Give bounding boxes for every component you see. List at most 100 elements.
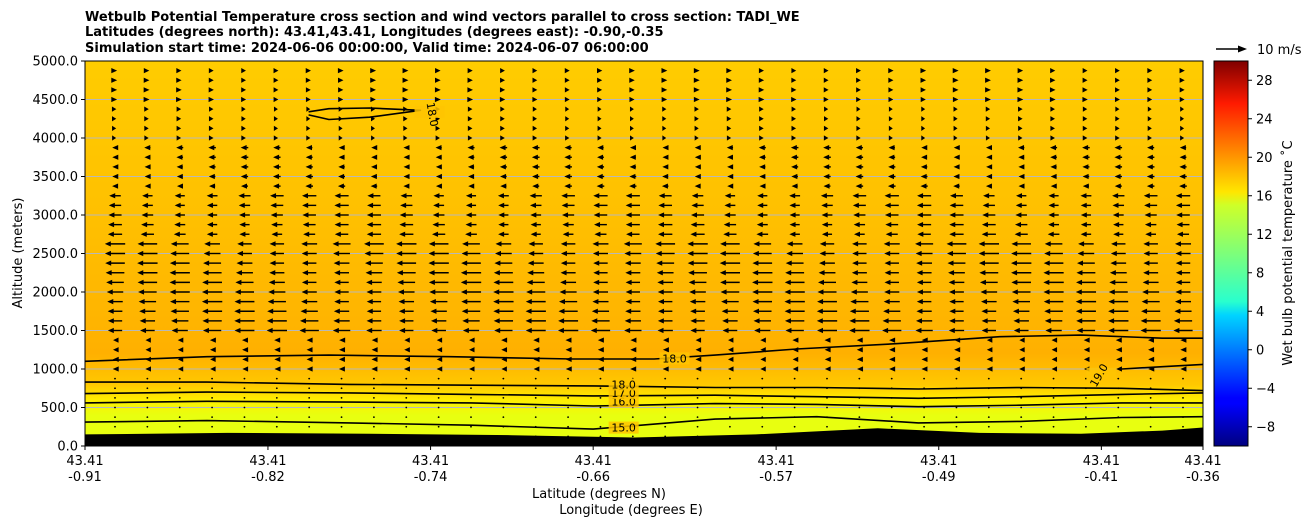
wind-vector (470, 425, 472, 428)
wind-vector (560, 260, 576, 266)
wind-vector (856, 68, 861, 74)
wind-vector (173, 231, 186, 237)
wind-vector (238, 193, 251, 199)
wind-vector (334, 299, 349, 305)
contour-lines: 15.016.017.018.018.019.018.0 (85, 101, 1203, 435)
wind-vector (1075, 299, 1097, 305)
wind-vector (428, 279, 449, 285)
wind-vector (597, 154, 604, 160)
wind-vector (107, 299, 123, 305)
wind-vector (916, 308, 932, 314)
wind-vector (727, 183, 734, 189)
wind-vector (470, 406, 472, 409)
wind-vector (113, 337, 119, 343)
wind-vector (953, 366, 960, 372)
wind-vector (202, 279, 223, 285)
wind-vector (916, 260, 933, 266)
wind-vector (821, 202, 833, 208)
wind-vector (724, 212, 736, 218)
wind-vector (176, 154, 184, 160)
wind-vector (146, 396, 149, 399)
wind-vector (1080, 193, 1092, 199)
wind-vector (1043, 270, 1064, 276)
wind-vector (858, 406, 861, 409)
wind-vector (625, 212, 640, 218)
wind-vector (726, 68, 732, 74)
wind-vector (662, 366, 669, 372)
x-axis: 43.41-0.9143.41-0.8243.41-0.7443.41-0.66… (66, 446, 1222, 485)
wind-vector (884, 260, 899, 266)
wind-vector (826, 377, 828, 380)
wind-vector (1148, 356, 1155, 362)
wind-vector (1085, 435, 1087, 438)
wind-vector (211, 396, 213, 399)
x-tick-label-lat: 43.41 (412, 454, 449, 469)
wind-vector (597, 96, 602, 103)
wind-vector (826, 406, 828, 409)
wind-vector (1115, 106, 1120, 112)
wind-vector (856, 116, 861, 122)
wind-vector (953, 145, 960, 151)
wind-vector (1077, 260, 1095, 266)
wind-vector (396, 241, 417, 247)
wind-vector (437, 387, 440, 390)
contour-line (1121, 363, 1203, 370)
wind-vector (888, 145, 895, 151)
wind-vector (338, 135, 343, 141)
wind-vector (625, 279, 641, 285)
wind-vector (629, 77, 635, 83)
wind-vector (1182, 377, 1184, 380)
wind-vector (243, 387, 246, 390)
wind-vector (1020, 406, 1023, 409)
wind-vector (1015, 202, 1027, 208)
wind-vector (752, 260, 773, 266)
wind-vector (850, 289, 868, 295)
wind-vector (1108, 289, 1128, 295)
wind-vector (207, 212, 218, 218)
wind-vector (1049, 87, 1056, 93)
wind-vector (955, 416, 958, 419)
x-tick-label-lat: 43.41 (920, 454, 957, 469)
wind-vector (176, 96, 182, 103)
wind-vector (1082, 116, 1088, 122)
wind-vector (470, 387, 472, 390)
wind-vector (1051, 356, 1058, 362)
wind-vector (567, 416, 569, 419)
wind-vector (403, 164, 410, 170)
y-axis: 0.0 500.0 1000.0 1500.0 2000.0 2500.0 3000.0 35… (33, 55, 85, 455)
wind-vector (1173, 327, 1193, 334)
wind-vector (597, 125, 602, 131)
wind-vector (114, 435, 116, 438)
wind-vector (664, 396, 667, 399)
wind-vector (858, 416, 861, 419)
wind-vector (630, 135, 634, 141)
wind-vector (242, 366, 249, 372)
wind-vector (949, 212, 964, 218)
wind-vector (306, 356, 313, 362)
wind-vector (306, 347, 313, 353)
wind-vector (208, 164, 216, 170)
wind-vector (467, 87, 473, 93)
wind-vector (920, 164, 928, 170)
wind-vector (201, 299, 223, 305)
y-tick-label: 1500.0 (33, 324, 79, 339)
wind-vector (371, 347, 378, 353)
wind-vector (532, 96, 538, 103)
wind-vector (402, 96, 409, 103)
contour-label-bg (608, 421, 639, 434)
wind-vector (461, 299, 481, 305)
wind-vector (849, 327, 870, 334)
wind-vector (236, 260, 253, 266)
wind-vector (695, 356, 702, 362)
wind-vector (1179, 145, 1187, 151)
wind-vector (235, 270, 253, 276)
wind-vector (271, 222, 283, 228)
wind-vector (789, 193, 801, 199)
wind-vector (273, 87, 279, 93)
wind-vector (305, 68, 312, 74)
wind-vector (953, 173, 960, 180)
wind-vector (558, 299, 578, 305)
wind-vector (308, 406, 311, 409)
y-tick-label: 500.0 (41, 401, 78, 416)
x-tick-label-lon: -0.91 (68, 470, 102, 485)
